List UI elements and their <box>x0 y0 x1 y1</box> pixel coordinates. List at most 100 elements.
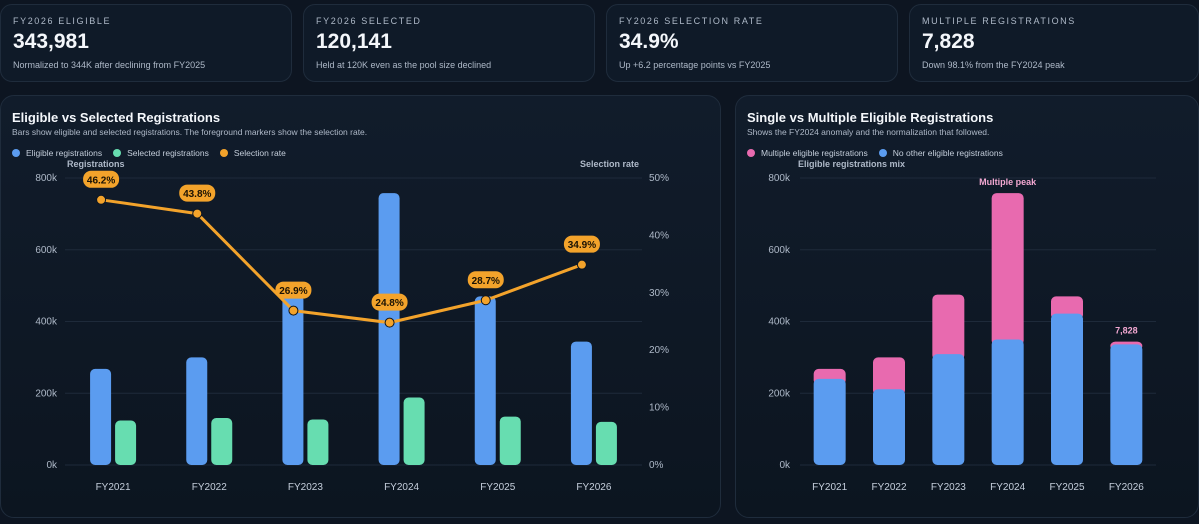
bar-single <box>1110 344 1143 465</box>
y-tick-label: 400k <box>35 317 58 328</box>
selection-rate-point <box>288 305 299 316</box>
data-label: 43.8% <box>183 189 211 200</box>
x-tick-label: FY2021 <box>96 482 131 493</box>
data-label: 26.9% <box>279 286 307 297</box>
kpi-description: Down 98.1% from the FY2024 peak <box>922 60 1065 70</box>
legend-item-eligible[interactable]: Eligible registrations <box>12 148 102 158</box>
bar-single <box>813 378 846 465</box>
y-tick-label: 0k <box>46 460 58 471</box>
y-tick-label: 600k <box>35 245 58 256</box>
kpi-label: FY2026 ELIGIBLE <box>13 16 112 26</box>
selection-rate-point <box>192 208 203 219</box>
legend-item-multiple[interactable]: Multiple eligible registrations <box>747 148 868 158</box>
bar-multiple <box>873 357 905 396</box>
x-tick-label: FY2024 <box>990 482 1025 493</box>
chart-legend: Eligible registrations Selected registra… <box>12 148 286 158</box>
y2-axis-title: Selection rate <box>580 159 639 169</box>
x-tick-label: FY2023 <box>288 482 323 493</box>
y2-tick-label: 20% <box>649 345 669 356</box>
bar-selected <box>403 397 425 465</box>
panel-title: Single vs Multiple Eligible Registration… <box>747 110 994 125</box>
bar-multiple <box>991 193 1024 346</box>
legend-label: Eligible registrations <box>26 148 103 158</box>
x-tick-label: FY2026 <box>576 482 611 493</box>
legend-swatch <box>219 149 228 157</box>
legend-swatch <box>113 149 122 157</box>
bar-eligible <box>474 296 496 465</box>
x-tick-label: FY2024 <box>384 482 419 493</box>
legend-swatch <box>747 149 755 157</box>
legend-label: Selection rate <box>233 148 286 158</box>
bar-multiple <box>932 294 965 361</box>
y2-tick-label: 0% <box>649 460 664 471</box>
x-tick-label: FY2025 <box>1049 482 1084 493</box>
kpi-label: FY2026 SELECTION RATE <box>619 16 764 26</box>
bar-single <box>932 354 965 465</box>
bar-eligible <box>570 341 592 465</box>
data-label-badge <box>563 235 600 253</box>
chart-annotation: 7,828 <box>1115 326 1138 336</box>
bar-single <box>873 389 905 465</box>
eligible-vs-selected-panel: Eligible vs Selected Registrations Bars … <box>0 95 721 518</box>
bar-selected <box>307 419 329 465</box>
bar-selected <box>211 418 233 465</box>
single-vs-multiple-chart: 0k 200k 400k 600k 800k Eligible registrations… <box>768 159 1156 493</box>
selection-rate-point <box>384 317 395 328</box>
x-tick-label: FY2023 <box>931 482 966 493</box>
bar-single <box>1051 313 1083 465</box>
data-label-badge <box>83 170 120 188</box>
x-tick-label: FY2022 <box>871 482 906 493</box>
y-tick-label: 800k <box>35 173 58 184</box>
data-label: 28.7% <box>472 276 500 287</box>
y-tick-label: 200k <box>768 388 791 399</box>
kpi-card-selected: FY2026 SELECTED 120,141 Held at 120K eve… <box>303 4 595 82</box>
y-tick-label: 0k <box>779 460 791 471</box>
bar-eligible <box>90 368 112 465</box>
x-tick-label: FY2025 <box>480 482 515 493</box>
bar-selected <box>499 416 521 465</box>
bar-single <box>991 339 1024 465</box>
kpi-value: 7,828 <box>922 30 975 53</box>
selection-rate-point <box>96 194 107 205</box>
kpi-description: Normalized to 344K after declining from … <box>13 60 206 70</box>
y-tick-label: 600k <box>768 245 791 256</box>
x-tick-label: FY2026 <box>1109 482 1144 493</box>
y-tick-label: 200k <box>35 388 58 399</box>
single-vs-multiple-panel: Single vs Multiple Eligible Registration… <box>735 95 1199 518</box>
y-tick-label: 800k <box>768 173 791 184</box>
kpi-card-selection-rate: FY2026 SELECTION RATE 34.9% Up +6.2 perc… <box>606 4 898 82</box>
selection-rate-line <box>100 198 583 325</box>
y2-tick-label: 30% <box>649 288 669 299</box>
legend-item-selected[interactable]: Selected registrations <box>113 148 209 158</box>
data-label-badge <box>275 281 312 299</box>
bar-eligible <box>186 357 208 465</box>
selection-rate-point <box>480 295 491 306</box>
data-label: 46.2% <box>87 175 115 186</box>
legend-item-single[interactable]: No other eligible registrations <box>878 148 1003 158</box>
legend-label: Selected registrations <box>127 148 209 158</box>
bar-selected <box>595 421 617 465</box>
data-label-badge <box>467 271 504 289</box>
kpi-value: 34.9% <box>619 30 679 53</box>
y-axis-title: Registrations <box>67 159 125 169</box>
chart-annotation: Multiple peak <box>979 177 1037 187</box>
bar-selected <box>115 420 137 465</box>
kpi-label: MULTIPLE REGISTRATIONS <box>922 16 1076 26</box>
data-label-badge <box>371 293 408 311</box>
data-label: 34.9% <box>568 240 596 251</box>
legend-label: No other eligible registrations <box>892 148 1003 158</box>
legend-item-selection-rate[interactable]: Selection rate <box>219 148 286 158</box>
legend-swatch <box>12 149 20 157</box>
panel-subtitle: Shows the FY2024 anomaly and the normali… <box>747 127 990 137</box>
kpi-card-eligible: FY2026 ELIGIBLE 343,981 Normalized to 34… <box>0 4 292 82</box>
chart-legend: Multiple eligible registrations No other… <box>747 148 1003 158</box>
kpi-description: Up +6.2 percentage points vs FY2025 <box>619 60 771 70</box>
y2-tick-label: 50% <box>649 173 669 184</box>
kpi-value: 343,981 <box>13 30 89 53</box>
bar-eligible <box>282 294 304 465</box>
panel-subtitle: Bars show eligible and selected registra… <box>12 127 368 137</box>
y-tick-label: 400k <box>768 317 791 328</box>
y2-tick-label: 10% <box>649 403 669 414</box>
panel-title: Eligible vs Selected Registrations <box>12 110 221 125</box>
kpi-card-multiple-registrations: MULTIPLE REGISTRATIONS 7,828 Down 98.1% … <box>909 4 1199 82</box>
